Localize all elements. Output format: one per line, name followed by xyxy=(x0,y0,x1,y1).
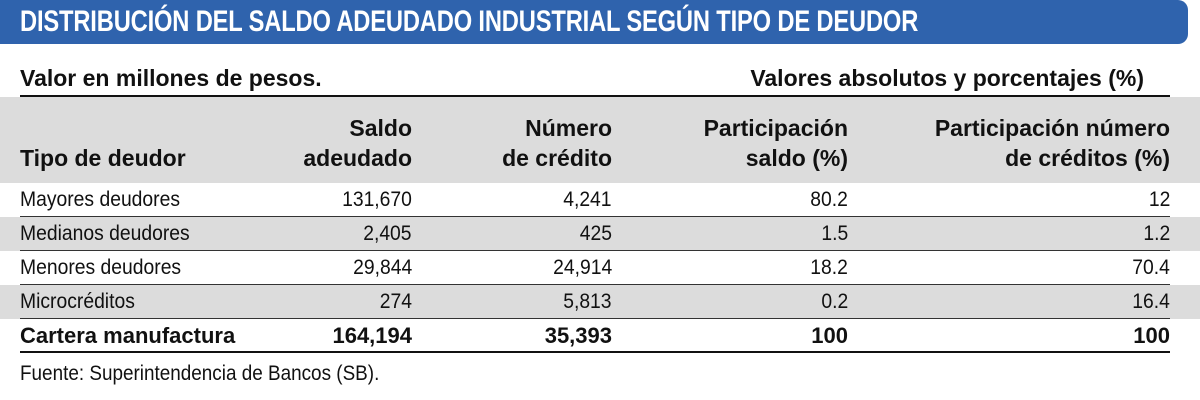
subtitle-row: Valor en millones de pesos. Valores abso… xyxy=(0,50,1200,100)
row-divider xyxy=(20,216,1170,217)
cell-saldo: 131,670 xyxy=(342,188,412,211)
header-participacion-numero: Participación número de créditos (%) xyxy=(934,115,1170,171)
table-header: Tipo de deudor Saldo adeudado Número de … xyxy=(0,97,1200,183)
cell-numero: 5,813 xyxy=(563,290,612,313)
table-title: DISTRIBUCIÓN DEL SALDO ADEUDADO INDUSTRI… xyxy=(20,5,919,38)
cell-part-numero: 1.2 xyxy=(1143,222,1170,245)
table-row: Mayores deudores 131,670 4,241 80.2 12 xyxy=(0,183,1200,217)
cell-numero: 24,914 xyxy=(552,256,612,279)
total-part-saldo: 100 xyxy=(811,323,848,348)
header-participacion-saldo: Participación saldo (%) xyxy=(703,115,848,171)
cell-part-numero: 16.4 xyxy=(1132,290,1170,313)
cell-numero: 4,241 xyxy=(563,188,612,211)
source-note: Fuente: Superintendencia de Bancos (SB). xyxy=(20,362,380,385)
row-divider xyxy=(20,250,1170,251)
header-numero-credito: Número de crédito xyxy=(502,115,612,171)
table-row: Menores deudores 29,844 24,914 18.2 70.4 xyxy=(0,251,1200,285)
cell-part-numero: 12 xyxy=(1148,188,1170,211)
header-tipo-deudor: Tipo de deudor xyxy=(20,145,186,171)
total-saldo: 164,194 xyxy=(332,323,412,348)
cell-saldo: 29,844 xyxy=(352,256,412,279)
total-numero: 35,393 xyxy=(544,323,612,348)
row-label: Microcréditos xyxy=(20,290,135,313)
cell-part-numero: 70.4 xyxy=(1132,256,1170,279)
row-label: Menores deudores xyxy=(20,256,182,279)
header-saldo-adeudado: Saldo adeudado xyxy=(303,115,412,171)
table-row: Microcréditos 274 5,813 0.2 16.4 xyxy=(0,285,1200,319)
row-divider xyxy=(20,318,1170,319)
row-divider xyxy=(20,284,1170,285)
cell-part-saldo: 1.5 xyxy=(821,222,848,245)
title-bar: DISTRIBUCIÓN DEL SALDO ADEUDADO INDUSTRI… xyxy=(0,0,1188,44)
total-row: Cartera manufactura 164,194 35,393 100 1… xyxy=(0,319,1200,353)
total-part-numero: 100 xyxy=(1133,323,1170,348)
cell-part-saldo: 0.2 xyxy=(821,290,848,313)
values-note: Valores absolutos y porcentajes (%) xyxy=(750,65,1144,91)
table-row: Medianos deudores 2,405 425 1.5 1.2 xyxy=(0,217,1200,251)
cell-numero: 425 xyxy=(579,222,612,245)
cell-saldo: 2,405 xyxy=(363,222,412,245)
cell-part-saldo: 80.2 xyxy=(810,188,848,211)
cell-saldo: 274 xyxy=(379,290,412,313)
units-note: Valor en millones de pesos. xyxy=(20,65,322,91)
total-label: Cartera manufactura xyxy=(20,323,236,348)
total-divider xyxy=(20,351,1170,353)
row-label: Mayores deudores xyxy=(20,188,181,211)
subtitle-divider xyxy=(20,95,1170,97)
row-label: Medianos deudores xyxy=(20,222,190,245)
cell-part-saldo: 18.2 xyxy=(810,256,848,279)
